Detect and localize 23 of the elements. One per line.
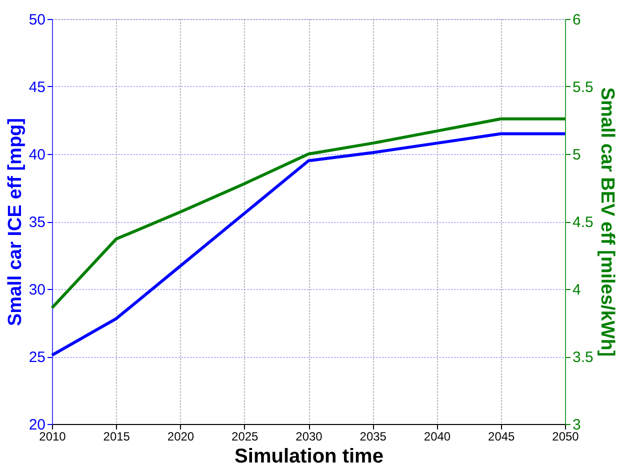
x-tick-label: 2040 — [424, 430, 451, 444]
y-axis-title: Small car ICE eff [mpg] — [4, 118, 26, 326]
y2-tick-label: 3.5 — [572, 349, 594, 366]
x-tick-label: 2025 — [232, 430, 259, 444]
y2-axis-title: Small car BEV eff [miles/kWh] — [596, 87, 618, 357]
y-tick-label: 35 — [28, 214, 46, 231]
x-tick-label: 2035 — [360, 430, 387, 444]
x-tick-label: 2045 — [488, 430, 516, 444]
y-tick-label: 50 — [28, 12, 46, 28]
y2-tick-label: 4 — [572, 282, 581, 298]
y2-tick-label: 5 — [572, 146, 581, 164]
y-tick-label: 25 — [28, 349, 46, 366]
y-tick-label: 40 — [28, 146, 46, 164]
y2-tick-label: 6 — [572, 12, 581, 28]
line-series — [50, 117, 566, 310]
x-tick-label: 2020 — [167, 430, 194, 444]
x-axis-title: Simulation time — [234, 446, 384, 468]
x-tick-label: 2030 — [296, 430, 323, 444]
y2-tick-label: 4.5 — [572, 214, 594, 231]
y-tick-label: 45 — [28, 79, 46, 96]
y2-tick-label: 5.5 — [572, 79, 594, 96]
y-tick-label: 30 — [28, 282, 46, 298]
x-tick-label: 2015 — [103, 430, 130, 444]
